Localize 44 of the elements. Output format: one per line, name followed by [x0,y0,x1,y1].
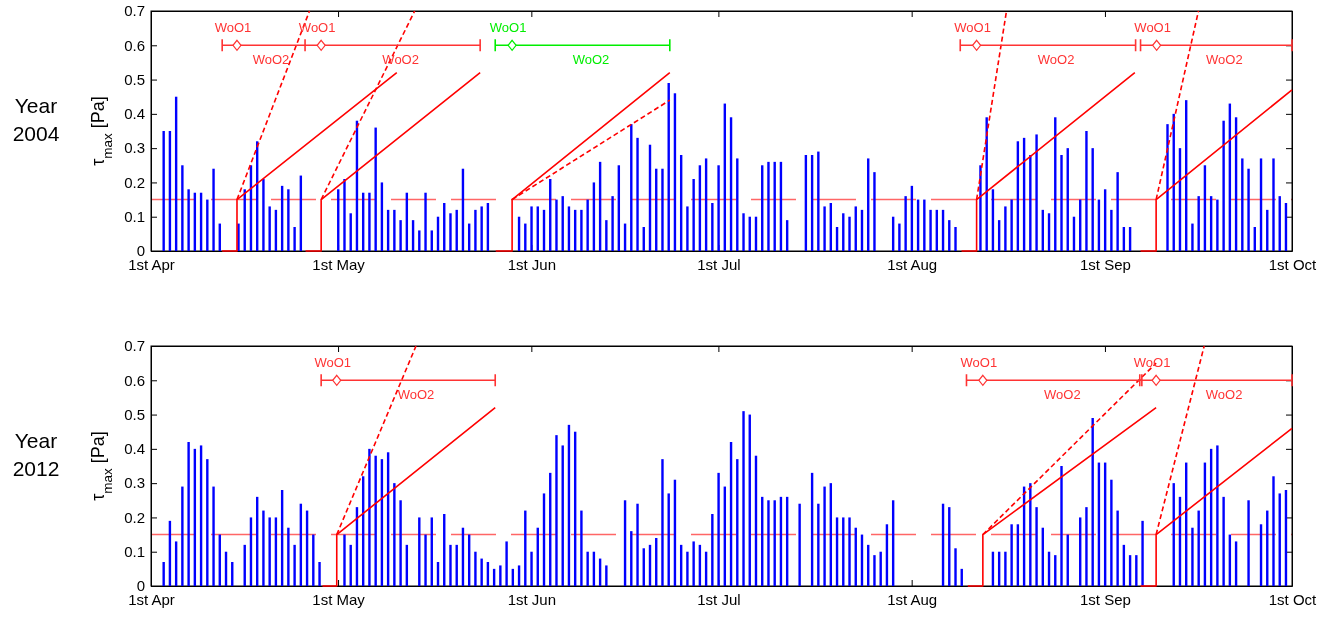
annotation: WoO1 [214,19,252,35]
y-tick-label: 0.1 [124,208,145,226]
y-tick-label: 0.5 [124,70,145,88]
y-tick-label: 0.2 [124,173,145,191]
annotation: WoO1 [489,19,527,35]
x-tick-label: 1st Jun [507,590,557,608]
x-tick-label: 1st Sep [1080,255,1131,273]
annotation: WoO1 [954,19,991,35]
annotation: WoO2 [382,51,419,67]
annotation: WoO2 [397,386,435,402]
annotation: WoO2 [1206,51,1243,67]
y-tick-label: 0.2 [124,508,145,526]
annotation: WoO1 [960,354,998,370]
annotation: WoO2 [1044,386,1081,402]
y-tick-label: 0.5 [124,405,145,423]
annotation: WoO1 [1133,354,1171,370]
y-tick-label: 0.4 [124,440,145,458]
annotation: WoO2 [252,51,290,67]
x-tick-label: 1st Jul [697,255,741,273]
y-tick-label: 0.7 [124,337,145,355]
annotation: WoO2 [1205,386,1243,402]
x-tick-label: 1st May [312,255,366,273]
y-tick-label: 0.6 [124,371,145,389]
x-tick-label: 1st Aug [887,590,938,608]
x-tick-label: 1st Jun [507,255,557,273]
annotation: WoO1 [298,19,336,35]
annotation: WoO1 [314,354,352,370]
y-tick-label: 0.3 [124,474,145,492]
y-tick-label: 0.6 [124,36,145,54]
annotation: WoO2 [572,51,610,67]
x-tick-label: 1st Oct [1268,255,1318,273]
annotation: WoO1 [1134,19,1171,35]
text: Year 2012 [12,429,60,480]
y-tick-label: 0.3 [124,139,145,157]
x-tick-label: 1st Oct [1268,590,1318,608]
x-tick-label: 1st Sep [1080,590,1131,608]
x-tick-label: 1st Aug [887,255,938,273]
y-tick-label: 0.4 [124,105,145,123]
y-tick-label: 0.1 [124,543,145,561]
annotation: WoO2 [1037,51,1075,67]
x-tick-label: 1st Jul [697,590,741,608]
x-tick-label: 1st May [312,590,366,608]
text: Year 2004 [12,94,60,145]
y-tick-label: 0.7 [124,2,145,20]
